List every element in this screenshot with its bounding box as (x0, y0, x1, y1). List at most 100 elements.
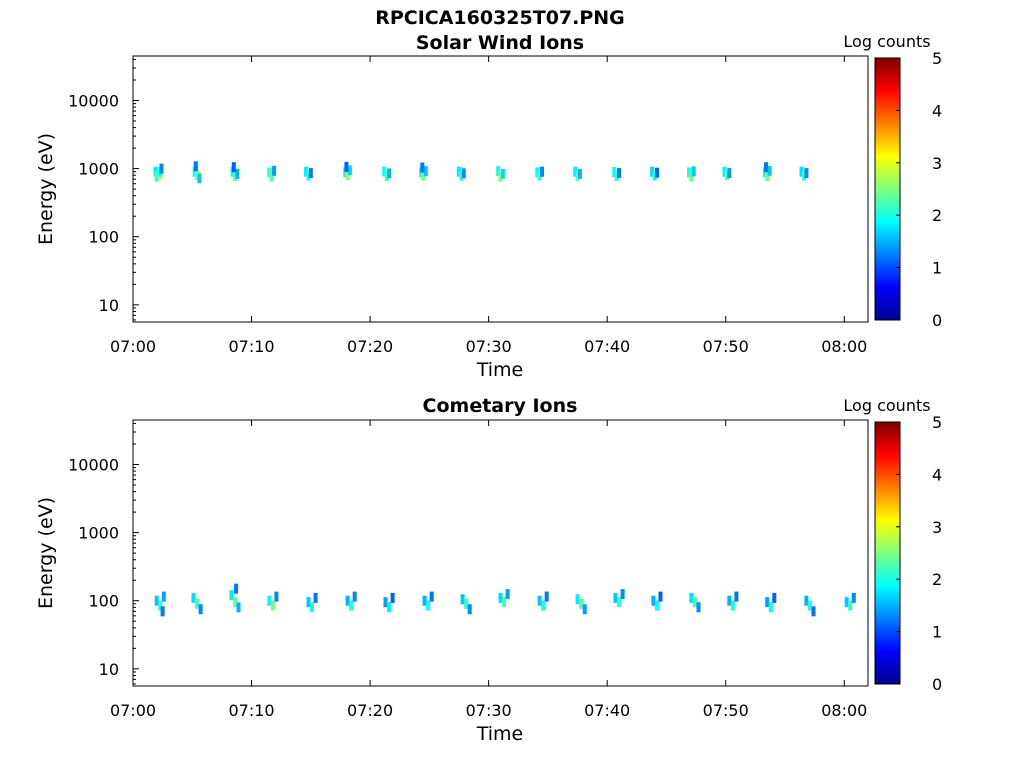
x-tick-label: 07:50 (703, 337, 749, 356)
heatmap-cell (689, 171, 694, 182)
heatmap-cell (496, 166, 501, 177)
y-axis-ticks: 10 100 1000 10000 (68, 58, 139, 321)
heatmap-cell (343, 167, 348, 178)
heatmap-cell (387, 602, 392, 613)
panel-solar-wind-ions: Solar Wind Ions 07:00 07:10 07:20 07:30 07:4… (35, 32, 942, 381)
heatmap-cell (652, 170, 657, 181)
heatmap-cell (544, 591, 549, 602)
heatmap-cell (349, 600, 354, 611)
heatmap-cell (655, 167, 659, 178)
heatmap-cell (420, 162, 425, 173)
heatmap-cell (582, 604, 587, 615)
x-tick-label: 07:10 (228, 337, 274, 356)
heatmap-cell (768, 602, 773, 613)
figure-title: RPCICA160325T07.PNG (375, 7, 625, 29)
heatmap-cell (383, 597, 388, 608)
plot-area (132, 55, 869, 323)
panel-cometary-ions: Cometary Ions 07:00 07:10 07:20 07:30 07:40 0… (35, 395, 942, 745)
colorbar-tick-label: 4 (932, 101, 942, 120)
colorbar-tick-label: 0 (932, 675, 942, 694)
heatmap-cell (537, 595, 542, 606)
colorbar-tick-label: 2 (932, 206, 942, 225)
heatmap-cell (498, 171, 503, 182)
heatmap-cell (575, 171, 580, 182)
heatmap-cell (191, 592, 196, 603)
heatmap-cell (235, 168, 240, 179)
heatmap-cell (613, 592, 618, 603)
heatmap-cell (390, 592, 395, 603)
heatmap-cell (347, 165, 352, 176)
x-axis-ticks: 07:00 07:10 07:20 07:30 07:40 07:50 08:00 (110, 56, 867, 356)
heatmap-cell (722, 166, 727, 177)
heatmap-cell (195, 170, 199, 181)
heatmap-cell (767, 165, 772, 176)
heatmap-cell (460, 594, 465, 605)
heatmap-cell (313, 592, 318, 603)
colorbar-label: Log counts (843, 396, 930, 415)
y-tick-label: 10000 (68, 91, 119, 110)
heatmap-cell (461, 168, 466, 179)
heatmap-cell (459, 171, 464, 181)
x-tick-label: 07:00 (110, 337, 156, 356)
heatmap-cell (727, 595, 732, 606)
y-tick-label: 10 (99, 296, 119, 315)
panel-title: Cometary Ions (423, 395, 578, 417)
heatmap-cell (154, 595, 159, 606)
x-tick-label: 07:40 (584, 701, 630, 720)
heatmap-cell (579, 598, 584, 609)
heatmap-cell (267, 167, 272, 178)
heatmap-cell (269, 171, 274, 182)
heatmap-cell (762, 167, 767, 178)
heatmap-cell (422, 595, 427, 606)
colorbar-tick-label: 4 (932, 465, 942, 484)
heatmap-cell (658, 591, 663, 602)
heatmap-cell (612, 167, 617, 178)
heatmap-cell (421, 170, 426, 181)
heatmap-cell (765, 597, 770, 608)
heatmap-cell (696, 602, 701, 613)
colorbar-tick-label: 3 (932, 154, 942, 173)
heatmap-cell (807, 600, 812, 611)
heatmap-cell (764, 162, 768, 173)
heatmap-cell (765, 171, 770, 181)
colorbar-tick-label: 3 (932, 518, 942, 537)
heatmap-cell (345, 595, 350, 606)
heatmap-cell (540, 166, 544, 177)
heatmap-cell (161, 591, 166, 602)
heatmap-cell (535, 167, 540, 178)
heatmap-cell (236, 602, 241, 613)
y-tick-label: 10 (99, 660, 119, 679)
heatmap-cell (577, 168, 582, 179)
heatmap-cell (233, 597, 237, 608)
colorbar-tick-label: 1 (932, 259, 942, 278)
colorbar-tick-label: 2 (932, 570, 942, 589)
colorbar-tick-label: 1 (932, 623, 942, 642)
heatmap-cell (467, 604, 472, 615)
heatmap-cell (384, 171, 389, 181)
heatmap-cell (231, 162, 236, 173)
heatmap-cell (687, 167, 691, 178)
heatmap-cell (691, 166, 696, 177)
heatmap-cell (650, 166, 655, 177)
colorbar (874, 421, 901, 685)
heatmap-cell (426, 600, 431, 611)
heatmap-cell (304, 166, 309, 177)
heatmap-cell (464, 598, 469, 609)
heatmap-cell (154, 171, 159, 182)
heatmap-cell (160, 606, 165, 617)
x-axis-ticks: 07:00 07:10 07:20 07:30 07:40 07:50 08:00 (110, 420, 867, 720)
heatmap-cell (500, 168, 505, 179)
y-axis-label: Energy (eV) (35, 497, 57, 609)
heatmap-cell (382, 166, 387, 177)
x-tick-label: 07:20 (347, 337, 393, 356)
heatmap-cell (730, 600, 735, 611)
heatmap-cell (274, 591, 279, 602)
heatmap-cell (308, 168, 313, 179)
heatmap-cell (457, 166, 461, 177)
heatmap-cell (651, 595, 656, 606)
heatmap-cell (804, 168, 809, 179)
heatmap-cell (197, 173, 202, 184)
x-tick-label: 07:10 (228, 701, 274, 720)
heatmap-cell (689, 592, 694, 603)
heatmap-cell (159, 163, 164, 174)
